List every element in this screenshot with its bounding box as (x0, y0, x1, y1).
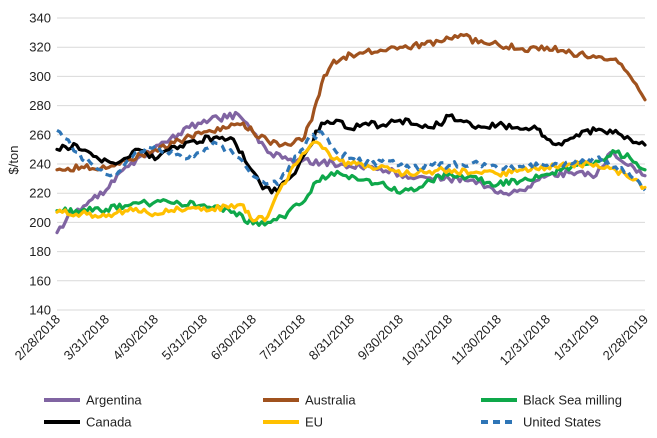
x-tick-label: 6/30/2018 (208, 312, 260, 364)
x-tick-label: 7/31/2018 (257, 312, 309, 364)
x-tick-label: 4/30/2018 (110, 312, 162, 364)
x-tick-label: 12/31/2018 (496, 312, 553, 369)
series-line-united-states (56, 128, 647, 192)
x-axis-ticks: 2/28/20183/31/20184/30/20185/31/20186/30… (12, 312, 652, 369)
y-tick-label: 220 (29, 186, 51, 201)
x-tick-label: 2/28/2019 (600, 312, 652, 364)
x-tick-label: 9/30/2018 (355, 312, 407, 364)
y-tick-label: 320 (29, 40, 51, 55)
y-tick-label: 140 (29, 303, 51, 318)
legend-label: United States (523, 415, 602, 430)
x-tick-label: 5/31/2018 (159, 312, 211, 364)
y-tick-label: 300 (29, 69, 51, 84)
legend-label: Argentina (86, 393, 142, 408)
series-line-black-sea-milling (55, 149, 647, 227)
legend-label: Canada (86, 415, 132, 430)
x-tick-label: 2/28/2018 (12, 312, 64, 364)
y-tick-label: 180 (29, 244, 51, 259)
y-tick-label: 280 (29, 98, 51, 113)
y-tick-label: 260 (29, 127, 51, 142)
y-tick-label: 340 (29, 11, 51, 26)
x-tick-label: 3/31/2018 (61, 312, 113, 364)
y-tick-label: 200 (29, 215, 51, 230)
x-tick-label: 1/31/2019 (551, 312, 603, 364)
legend-label: EU (305, 415, 323, 430)
x-tick-label: 8/31/2018 (306, 312, 358, 364)
series-line-australia (55, 32, 647, 173)
y-axis-title: $/ton (6, 146, 21, 175)
series-line-eu (55, 140, 647, 223)
legend: Argentina Australia Black Sea milling Canad… (44, 393, 622, 430)
y-tick-label: 160 (29, 273, 51, 288)
x-tick-label: 11/30/2018 (448, 312, 504, 368)
x-tick-label: 10/31/2018 (398, 312, 455, 369)
legend-label: Black Sea milling (523, 393, 622, 408)
series-layer (55, 32, 647, 235)
series-line-canada (55, 113, 647, 195)
legend-label: Australia (305, 393, 356, 408)
y-tick-label: 240 (29, 157, 51, 172)
y-axis-ticks: 140 160 180 200 220 240 260 280 300 320 340 (29, 11, 51, 318)
